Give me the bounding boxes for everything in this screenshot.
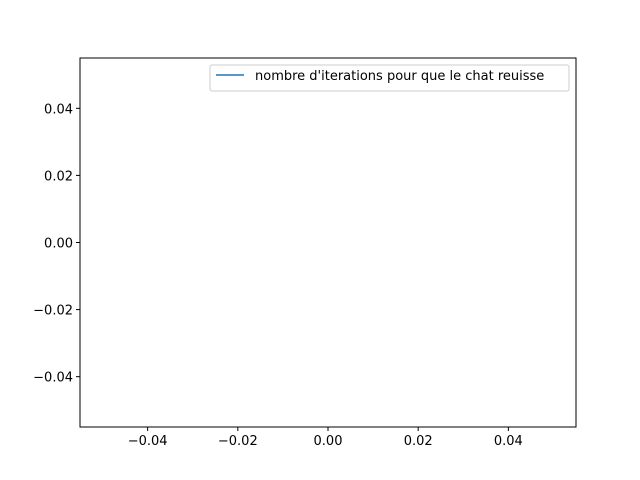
x-axis-ticks: −0.04 −0.02 0.00 0.02 0.04	[128, 427, 523, 449]
plot-area	[79, 57, 577, 428]
x-tick-label: −0.02	[218, 434, 258, 449]
legend-box	[209, 64, 570, 92]
y-tick-label: −0.02	[33, 304, 73, 319]
x-tick-label: −0.04	[128, 434, 168, 449]
x-tick-label: 0.00	[314, 434, 343, 449]
y-tick-label: −0.04	[33, 371, 73, 386]
x-tick-label: 0.04	[494, 434, 523, 449]
x-tick-label: 0.02	[404, 434, 433, 449]
y-tick-label: 0.00	[44, 237, 73, 252]
y-axis-ticks: −0.04 −0.02 0.00 0.02 0.04	[33, 102, 80, 386]
y-tick-label: 0.02	[44, 169, 73, 184]
legend-label: nombre d'iterations pour que le chat reu…	[255, 69, 544, 84]
y-tick-label: 0.04	[44, 102, 73, 117]
legend: nombre d'iterations pour que le chat reu…	[209, 64, 570, 92]
